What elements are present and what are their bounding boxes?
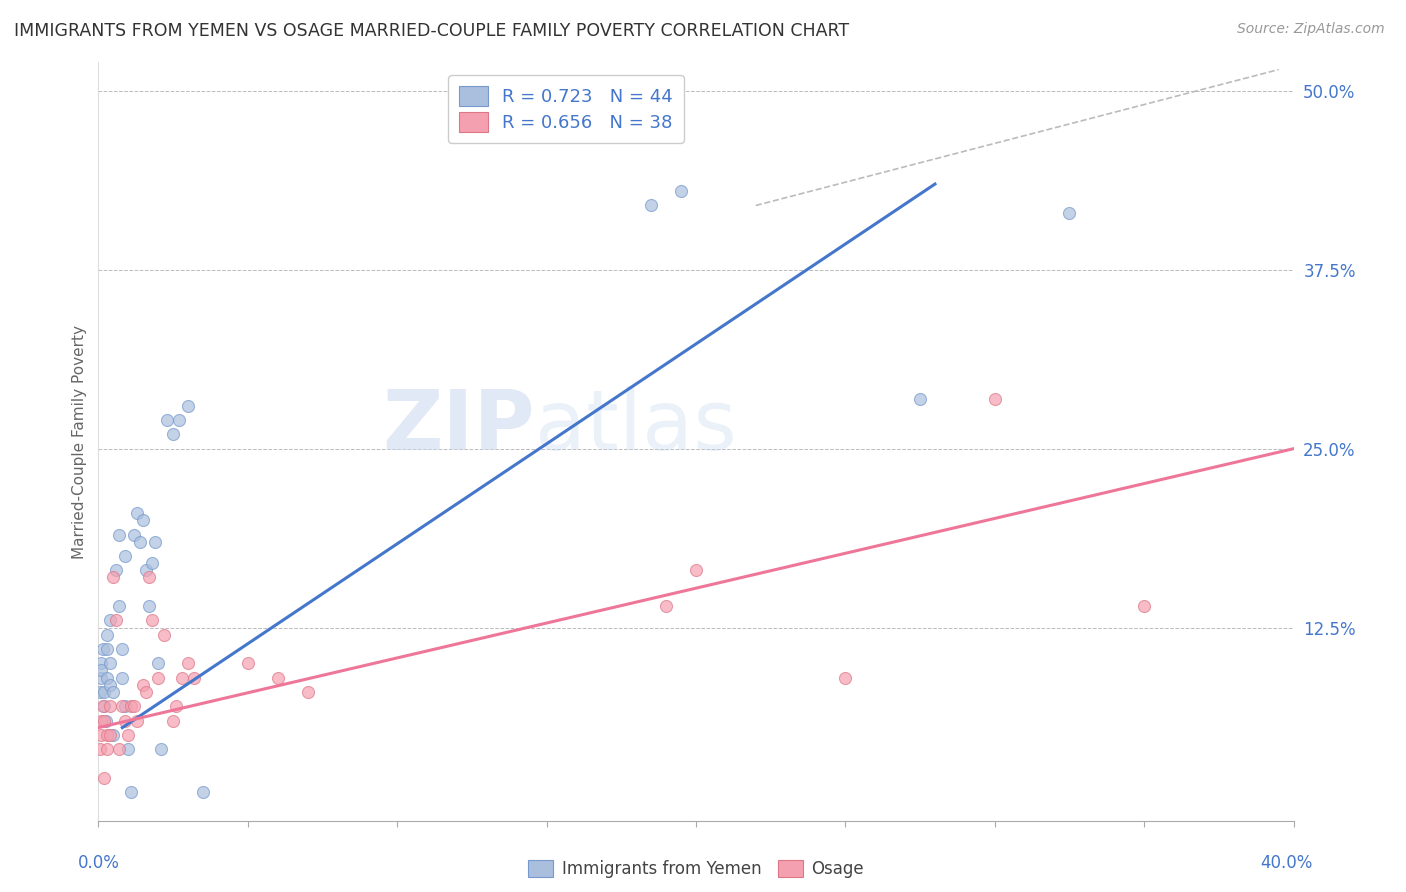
Point <box>90 714 112 728</box>
Point <box>267 671 290 685</box>
Point <box>120 785 142 799</box>
Point <box>111 642 134 657</box>
Point <box>132 513 155 527</box>
Point <box>93 771 115 785</box>
Point <box>96 642 118 657</box>
Point <box>191 785 214 799</box>
Point <box>108 599 131 613</box>
Point <box>117 728 139 742</box>
Point <box>148 657 170 671</box>
Point <box>162 427 184 442</box>
Y-axis label: Married-Couple Family Poverty: Married-Couple Family Poverty <box>72 325 87 558</box>
Point <box>172 671 194 685</box>
Point <box>685 563 707 577</box>
Point <box>669 184 692 198</box>
Point <box>98 678 122 692</box>
Point <box>183 671 205 685</box>
Text: atlas: atlas <box>534 386 737 467</box>
Point <box>90 728 112 742</box>
Point <box>135 563 157 577</box>
Point <box>834 671 856 685</box>
Point <box>177 657 200 671</box>
Point <box>640 198 662 212</box>
Point <box>103 728 125 742</box>
Point <box>105 613 128 627</box>
Point <box>984 392 1007 406</box>
Text: IMMIGRANTS FROM YEMEN VS OSAGE MARRIED-COUPLE FAMILY POVERTY CORRELATION CHART: IMMIGRANTS FROM YEMEN VS OSAGE MARRIED-C… <box>14 22 849 40</box>
Point <box>114 714 136 728</box>
Point <box>98 699 122 714</box>
Point <box>111 699 134 714</box>
Point <box>156 413 179 427</box>
Point <box>114 549 136 563</box>
Point <box>93 699 115 714</box>
Point <box>150 742 173 756</box>
Point <box>167 413 190 427</box>
Point <box>103 570 125 584</box>
Point <box>655 599 678 613</box>
Point <box>143 534 166 549</box>
Legend: R = 0.723   N = 44, R = 0.656   N = 38: R = 0.723 N = 44, R = 0.656 N = 38 <box>449 75 683 143</box>
Point <box>91 642 114 657</box>
Point <box>117 742 139 756</box>
Point <box>90 664 112 678</box>
Point <box>89 685 111 699</box>
Point <box>1059 205 1081 219</box>
Point <box>93 714 115 728</box>
Point <box>141 613 163 627</box>
Point <box>135 685 157 699</box>
Point <box>98 728 122 742</box>
Point <box>908 392 931 406</box>
Point <box>1133 599 1156 613</box>
Point <box>177 399 200 413</box>
Point <box>138 599 160 613</box>
Point <box>297 685 319 699</box>
Text: 0.0%: 0.0% <box>77 855 120 872</box>
Point <box>124 527 146 541</box>
Point <box>120 699 142 714</box>
Point <box>94 714 117 728</box>
Text: ZIP: ZIP <box>382 386 534 467</box>
Point <box>165 699 187 714</box>
Point <box>108 742 131 756</box>
Point <box>96 728 118 742</box>
Point <box>90 657 112 671</box>
Point <box>103 685 125 699</box>
Text: Source: ZipAtlas.com: Source: ZipAtlas.com <box>1237 22 1385 37</box>
Point <box>93 685 115 699</box>
Point <box>236 657 259 671</box>
Point <box>127 506 149 520</box>
Point <box>108 527 131 541</box>
Point <box>124 699 146 714</box>
Point <box>141 556 163 570</box>
Point <box>153 628 176 642</box>
Point <box>127 714 149 728</box>
Point <box>96 742 118 756</box>
Point <box>96 628 118 642</box>
Point <box>105 563 128 577</box>
Point <box>89 742 111 756</box>
Text: 40.0%: 40.0% <box>1260 855 1313 872</box>
Point <box>98 613 122 627</box>
Point <box>148 671 170 685</box>
Point <box>90 671 112 685</box>
Point <box>162 714 184 728</box>
Point <box>111 671 134 685</box>
Point <box>91 699 114 714</box>
Point <box>129 534 152 549</box>
Point <box>132 678 155 692</box>
Point <box>96 671 118 685</box>
Point <box>138 570 160 584</box>
Point <box>114 699 136 714</box>
Point <box>98 657 122 671</box>
